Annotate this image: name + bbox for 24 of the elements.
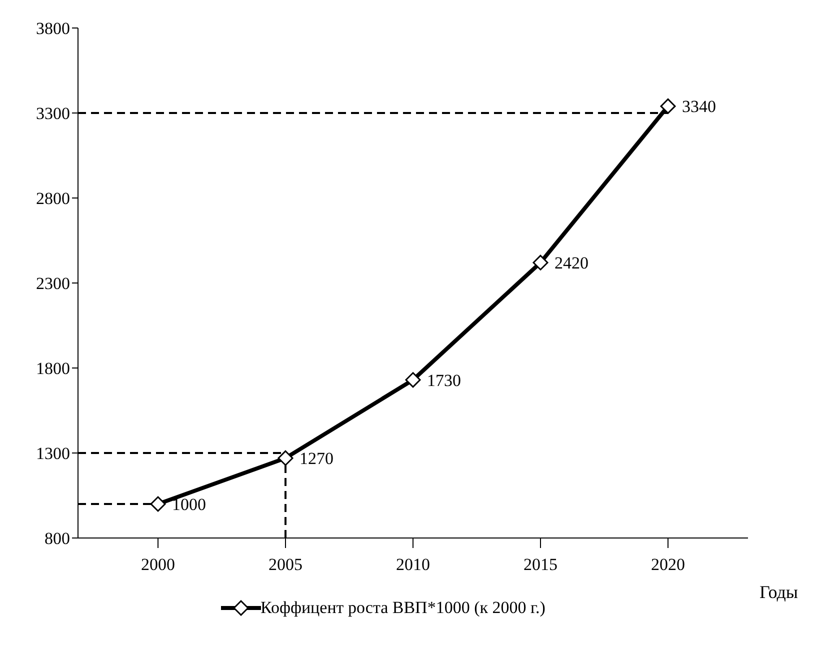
y-tick-label: 1800 [36, 359, 70, 378]
data-label: 2420 [554, 254, 588, 273]
x-tick-label: 2020 [651, 555, 685, 574]
point [150, 496, 166, 512]
x-tick-label: 2015 [524, 555, 558, 574]
data-label: 1270 [300, 449, 334, 468]
data-label: 3340 [682, 97, 716, 116]
point [405, 372, 421, 388]
x-axis-title: Годы [759, 582, 798, 602]
data-label: 1000 [172, 495, 206, 514]
data-label: 1730 [427, 370, 461, 390]
y-tick-label: 3300 [36, 104, 70, 124]
point [660, 98, 676, 114]
x-tick-label: 2010 [396, 555, 430, 574]
y-tick-label: 3800 [36, 19, 70, 38]
x-tick-label: 2000 [141, 555, 175, 574]
point [532, 254, 548, 270]
y-tick-label: 800 [44, 529, 70, 548]
y-tick-label: 2300 [36, 274, 70, 294]
x-tick-label: 2005 [268, 555, 302, 574]
point [278, 450, 294, 466]
legend-label: Коффицент роста ВВП*1000 (к 2000 г.) [260, 598, 546, 618]
y-tick-label: 1300 [36, 444, 70, 464]
y-tick-label: 2800 [36, 189, 70, 208]
